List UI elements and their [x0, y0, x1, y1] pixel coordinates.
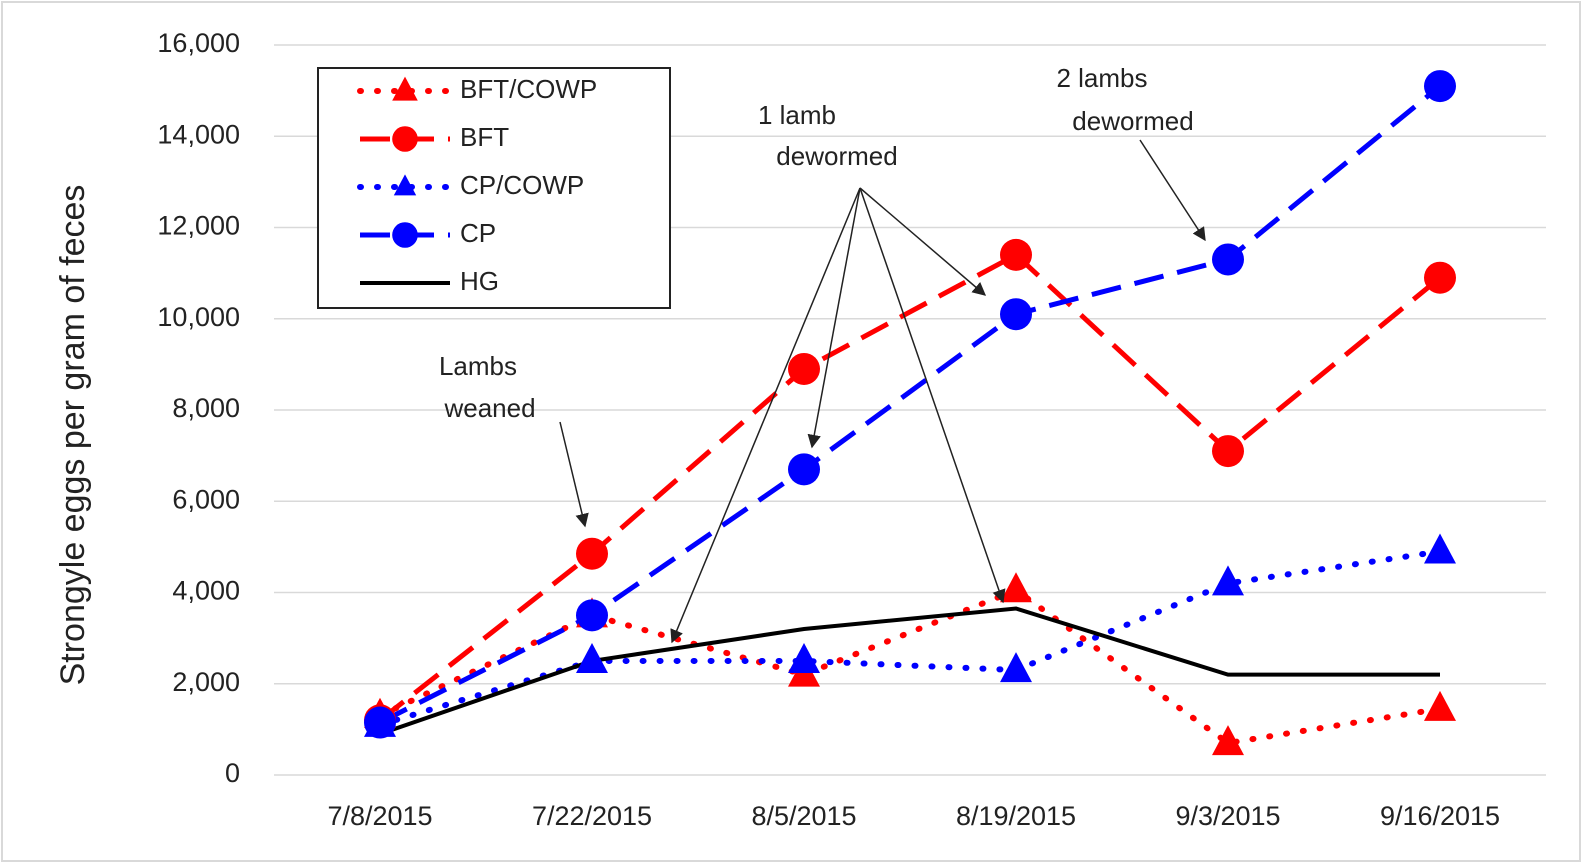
legend-label: HG [460, 266, 499, 296]
x-tick-label: 7/8/2015 [327, 801, 432, 831]
legend-label: CP [460, 218, 496, 248]
x-tick-label: 9/16/2015 [1380, 801, 1500, 831]
data-point [1000, 298, 1032, 331]
series-line [378, 84, 1442, 725]
data-point [576, 537, 608, 570]
data-point [576, 642, 608, 673]
data-point [1000, 652, 1032, 683]
x-tick-label: 7/22/2015 [532, 801, 652, 831]
series-line [377, 548, 1443, 728]
data-point [1212, 725, 1244, 756]
annotation: Lambs [439, 351, 517, 381]
annotation: dewormed [1072, 106, 1193, 136]
x-tick-label: 8/5/2015 [751, 801, 856, 831]
y-tick-label: 10,000 [157, 302, 240, 332]
y-tick-label: 0 [225, 758, 240, 788]
data-point [1000, 572, 1032, 603]
y-tick-label: 2,000 [172, 667, 240, 697]
x-tick-label: 8/19/2015 [956, 801, 1076, 831]
legend-marker [393, 174, 417, 196]
data-point [576, 599, 608, 632]
data-point [1212, 243, 1244, 276]
data-point [1424, 533, 1456, 564]
data-point [1212, 435, 1244, 468]
y-tick-label: 14,000 [157, 119, 240, 149]
y-tick-label: 12,000 [157, 211, 240, 241]
annotation-arrow [670, 187, 861, 644]
data-point [1424, 690, 1456, 721]
data-point [1000, 238, 1032, 271]
legend-label: BFT/COWP [460, 74, 597, 104]
y-tick-label: 4,000 [172, 576, 240, 606]
data-point [364, 706, 396, 739]
y-tick-label: 16,000 [157, 28, 240, 58]
legend-label: CP/COWP [460, 170, 584, 200]
data-point [788, 453, 820, 486]
annotation-arrow [859, 187, 1006, 604]
series-line [378, 251, 1442, 723]
y-axis-label: Strongyle eggs per gram of feces [54, 185, 92, 686]
annotation-arrow [859, 187, 987, 296]
y-tick-label: 8,000 [172, 393, 240, 423]
annotation-arrow [559, 421, 589, 528]
data-point [788, 352, 820, 385]
legend-marker [392, 222, 418, 248]
annotation: weaned [443, 393, 535, 423]
legend-marker [392, 76, 418, 101]
annotation-arrow [807, 187, 861, 449]
annotation: 2 lambs [1056, 63, 1147, 93]
data-point [1424, 70, 1456, 103]
legend-label: BFT [460, 122, 509, 152]
legend-marker [392, 126, 418, 152]
annotation-arrow [1139, 139, 1206, 242]
data-point [1212, 565, 1244, 596]
data-point [788, 642, 820, 673]
data-point [1424, 261, 1456, 294]
x-tick-label: 9/3/2015 [1175, 801, 1280, 831]
series-line [377, 586, 1443, 747]
annotation: dewormed [776, 141, 897, 171]
series-line [379, 606, 1440, 736]
annotation: 1 lamb [758, 100, 836, 130]
y-tick-label: 6,000 [172, 484, 240, 514]
